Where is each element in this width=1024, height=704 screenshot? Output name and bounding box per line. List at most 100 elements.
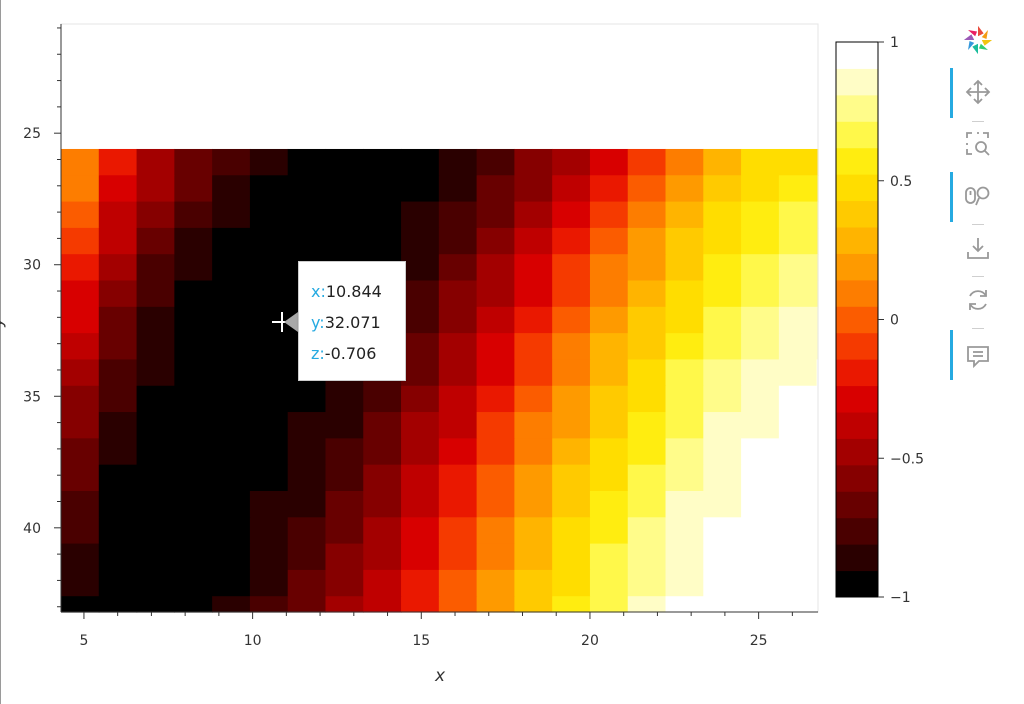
colorbar-swatch xyxy=(836,332,878,360)
colorbar-swatch xyxy=(836,412,878,439)
heatmap-cell xyxy=(136,148,175,176)
heatmap-cell xyxy=(665,490,704,518)
heatmap-cell xyxy=(136,385,175,413)
colorbar-swatch xyxy=(836,385,878,413)
heatmap-cell xyxy=(552,359,591,387)
heatmap-cell xyxy=(249,148,289,176)
heatmap-cell xyxy=(174,543,213,571)
heatmap-cell xyxy=(136,569,175,597)
heatmap-cell xyxy=(98,175,138,203)
heatmap-cell xyxy=(61,596,100,613)
pan-active-indicator xyxy=(950,68,953,118)
heatmap-cell xyxy=(249,280,289,308)
heatmap-cell xyxy=(665,412,704,439)
heatmap-cell xyxy=(514,543,553,571)
colorbar-swatch xyxy=(836,253,878,281)
x-axis-title: x xyxy=(434,666,446,686)
heatmap-cell xyxy=(438,569,478,597)
colorbar-tick-label: 0.5 xyxy=(890,174,912,190)
heatmap-cell xyxy=(212,148,251,176)
heatmap-cell xyxy=(665,201,704,229)
heatmap-cell xyxy=(627,596,667,613)
bokeh-logo-icon[interactable] xyxy=(962,24,994,56)
heatmap-cell xyxy=(703,412,742,439)
heatmap-cell xyxy=(212,490,251,518)
box-zoom-icon[interactable] xyxy=(962,128,994,160)
colorbar: 1 0.5 0 −0.5 −1 xyxy=(835,35,924,606)
heatmap-cell xyxy=(61,517,100,545)
tooltip-row-y: y:32.071 xyxy=(311,307,405,338)
reset-icon[interactable] xyxy=(962,284,994,316)
colorbar-swatch xyxy=(836,121,878,149)
heatmap-cell xyxy=(514,306,553,334)
heatmap-cell xyxy=(249,490,289,518)
heatmap-cell xyxy=(325,464,364,492)
pan-icon[interactable] xyxy=(962,76,994,108)
heatmap-cell xyxy=(514,569,553,597)
heatmap-cell xyxy=(401,490,440,518)
heatmap-cell xyxy=(552,464,591,492)
heatmap-cell xyxy=(401,359,440,387)
heatmap-cell xyxy=(401,175,440,203)
heatmap-cell xyxy=(589,280,629,308)
heatmap-cell xyxy=(61,201,100,229)
heatmap-cell xyxy=(552,569,591,597)
wheel-zoom-icon[interactable] xyxy=(962,180,994,212)
heatmap-cell xyxy=(552,412,591,439)
heatmap-cell xyxy=(514,227,553,255)
heatmap-cell xyxy=(665,543,704,571)
heatmap-cell xyxy=(589,385,629,413)
heatmap-cell xyxy=(249,464,289,492)
heatmap-cell xyxy=(174,490,213,518)
heatmap-cell xyxy=(589,333,629,361)
heatmap-cell xyxy=(287,412,327,439)
heatmap-cell xyxy=(98,412,138,439)
heatmap-cell xyxy=(703,543,742,571)
heatmap-cell xyxy=(61,543,100,571)
heatmap-cell xyxy=(212,543,251,571)
heatmap-cell xyxy=(249,412,289,439)
heatmap-cell xyxy=(174,175,213,203)
heatmap-cell xyxy=(514,517,553,545)
colorbar-swatch xyxy=(836,517,878,545)
heatmap-cells xyxy=(61,148,819,613)
heatmap-cell xyxy=(665,596,704,613)
heatmap-cell xyxy=(98,569,138,597)
heatmap-cell xyxy=(703,175,742,203)
heatmap-cell xyxy=(476,412,515,439)
heatmap-cell xyxy=(61,359,100,387)
heatmap-cell xyxy=(98,201,138,229)
heatmap-cell xyxy=(741,227,780,255)
heatmap-cell xyxy=(627,254,667,282)
heatmap-cell xyxy=(98,280,138,308)
toolbar-separator xyxy=(972,224,984,225)
heatmap-cell xyxy=(325,569,364,597)
colorbar-tick-label: −1 xyxy=(890,590,911,606)
heatmap-cell xyxy=(174,359,213,387)
colorbar-swatch xyxy=(836,147,878,175)
colorbar-swatch xyxy=(836,94,878,122)
heatmap-cell xyxy=(174,517,213,545)
heatmap-cell xyxy=(438,412,478,439)
heatmap-cell xyxy=(363,175,402,203)
heatmap-cell xyxy=(363,201,402,229)
heatmap-cell xyxy=(741,569,780,597)
heatmap-cell xyxy=(363,412,402,439)
toolbar-separator xyxy=(972,328,984,329)
heatmap-cell xyxy=(552,175,591,203)
heatmap-cell xyxy=(476,306,515,334)
heatmap-cell xyxy=(741,490,780,518)
heatmap-cell xyxy=(136,438,175,466)
hover-icon[interactable] xyxy=(962,340,994,372)
heatmap-cell xyxy=(136,359,175,387)
heatmap-cell xyxy=(514,280,553,308)
save-icon[interactable] xyxy=(962,232,994,264)
heatmap-cell xyxy=(363,490,402,518)
heatmap-cell xyxy=(778,517,818,545)
heatmap-cell xyxy=(249,543,289,571)
heatmap-cell xyxy=(703,333,742,361)
tooltip-y-key: y: xyxy=(311,313,325,332)
x-axis: 5 10 15 20 25 xyxy=(61,611,818,649)
heatmap-cell xyxy=(665,306,704,334)
